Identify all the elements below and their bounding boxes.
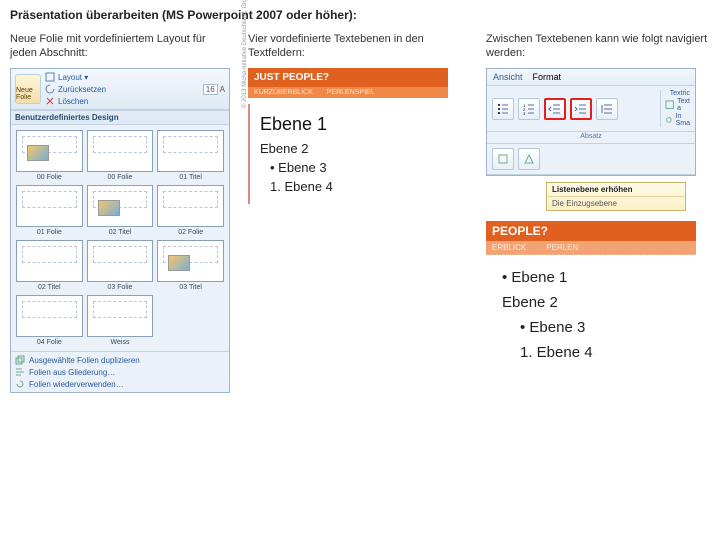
col-navigate: Zwischen Textebenen kann wie folgt navig… — [486, 32, 710, 393]
ex2-l3: Ebene 3 — [520, 319, 690, 336]
reuse-slides-option[interactable]: Folien wiederverwenden… — [15, 379, 225, 389]
ribbon-nav: Ansicht Format 123 — [486, 68, 696, 176]
slide-title: JUST PEOPLE? — [248, 68, 448, 87]
mini-sub1: ERBLICK — [492, 243, 526, 252]
col2-caption: Vier vordefinierte Textebenen in den Tex… — [248, 32, 472, 62]
col1-caption: Neue Folie mit vordefiniertem Layout für… — [10, 32, 234, 62]
col-layouts: Neue Folie mit vordefiniertem Layout für… — [10, 32, 234, 393]
decrease-indent-button[interactable] — [544, 98, 566, 120]
layout-thumb[interactable]: Weiss — [87, 295, 154, 346]
reset-button[interactable]: Zurücksetzen — [45, 84, 106, 94]
copyright-text: © 2013 Micha-Initiative Deutschland, Grg… — [242, 0, 248, 108]
layout-gallery-window: Neue Folie Layout ▾ Zurücksetzen Löschen — [10, 68, 230, 393]
level-2: Ebene 2 — [260, 141, 412, 156]
layout-dropdown[interactable]: Layout ▾ — [45, 72, 106, 82]
svg-text:3: 3 — [523, 111, 526, 116]
tooltip: Listenebene erhöhen Die Einzugsebene — [546, 182, 686, 211]
ribbon: Neue Folie Layout ▾ Zurücksetzen Löschen — [11, 69, 229, 110]
gallery-section-header: Benutzerdefiniertes Design — [11, 110, 229, 125]
tooltip-body: Die Einzugsebene — [547, 197, 685, 210]
group-label-absatz: Absatz — [487, 132, 695, 144]
level-4: 1. Ebene 4 — [270, 179, 412, 194]
tab-view[interactable]: Ansicht — [493, 72, 523, 82]
thumb-grid: 00 Folie00 Folie01 Titel01 Folie02 Titel… — [11, 125, 229, 351]
bottom-options: Ausgewählte Folien duplizieren Folien au… — [11, 351, 229, 392]
col3-caption: Zwischen Textebenen kann wie folgt navig… — [486, 32, 710, 62]
text-direction-label[interactable]: Textric — [665, 90, 690, 97]
line-spacing-button[interactable] — [596, 98, 618, 120]
tab-format[interactable]: Format — [533, 72, 562, 82]
duplicate-slides-option[interactable]: Ausgewählte Folien duplizieren — [15, 355, 225, 365]
font-controls: 16 A — [203, 84, 225, 95]
ex2-l1: Ebene 1 — [502, 269, 690, 286]
text-levels: Ebene 1 Ebene 2 Ebene 3 1. Ebene 4 — [248, 104, 418, 204]
ribbon-tabs: Ansicht Format — [487, 69, 695, 86]
delete-button[interactable]: Löschen — [45, 96, 106, 106]
layout-thumb[interactable]: 04 Folie — [16, 295, 83, 346]
increase-indent-button[interactable] — [570, 98, 592, 120]
level-1: Ebene 1 — [260, 114, 412, 135]
columns: Neue Folie mit vordefiniertem Layout für… — [0, 26, 720, 393]
mini-subtitles: ERBLICK PERLEN — [486, 241, 696, 255]
ribbon-small-buttons: Layout ▾ Zurücksetzen Löschen — [45, 72, 106, 106]
slide-preview: JUST PEOPLE? KURZÜBERBLICK PERLENSPIEL E… — [248, 68, 448, 204]
layout-thumb[interactable]: 01 Folie — [16, 185, 83, 236]
layout-thumb[interactable]: 00 Folie — [16, 130, 83, 181]
from-outline-option[interactable]: Folien aus Gliederung… — [15, 367, 225, 377]
sub1: KURZÜBERBLICK — [254, 89, 313, 96]
layout-thumb[interactable]: 02 Titel — [87, 185, 154, 236]
mini-sub2: PERLEN — [546, 243, 578, 252]
sub2: PERLENSPIEL — [327, 89, 375, 96]
levels-example-2: Ebene 1 Ebene 2 Ebene 3 1. Ebene 4 — [486, 255, 696, 367]
font-increase-icon[interactable]: A — [220, 85, 225, 94]
bullets-button[interactable] — [492, 98, 514, 120]
font-size-box[interactable]: 16 — [203, 84, 218, 95]
level-3: Ebene 3 — [270, 160, 412, 175]
col-textlevels: Vier vordefinierte Textebenen in den Tex… — [248, 32, 472, 393]
layout-thumb[interactable]: 02 Folie — [157, 185, 224, 236]
slide-subtitles: KURZÜBERBLICK PERLENSPIEL — [248, 87, 448, 98]
layout-thumb[interactable]: 03 Titel — [157, 240, 224, 291]
misc-button-2[interactable] — [518, 148, 540, 170]
smartart-label[interactable]: In Sma — [665, 113, 690, 127]
ex2-l4: 1. Ebene 4 — [520, 344, 690, 361]
new-slide-button[interactable]: Neue Folie — [15, 74, 41, 104]
list-buttons-row: 123 Textric Text a In Sma — [487, 86, 695, 132]
misc-button-1[interactable] — [492, 148, 514, 170]
layout-thumb[interactable]: 00 Folie — [87, 130, 154, 181]
second-button-row — [487, 144, 695, 175]
tooltip-head: Listenebene erhöhen — [547, 183, 685, 197]
layout-thumb[interactable]: 03 Folie — [87, 240, 154, 291]
page-title: Präsentation überarbeiten (MS Powerpoint… — [0, 0, 720, 26]
numbering-button[interactable]: 123 — [518, 98, 540, 120]
side-labels: Textric Text a In Sma — [660, 90, 690, 127]
mini-title: PEOPLE? — [486, 221, 696, 241]
text-align-label[interactable]: Text a — [665, 98, 690, 112]
layout-thumb[interactable]: 01 Titel — [157, 130, 224, 181]
layout-thumb[interactable]: 02 Titel — [16, 240, 83, 291]
ex2-l2: Ebene 2 — [502, 294, 690, 311]
